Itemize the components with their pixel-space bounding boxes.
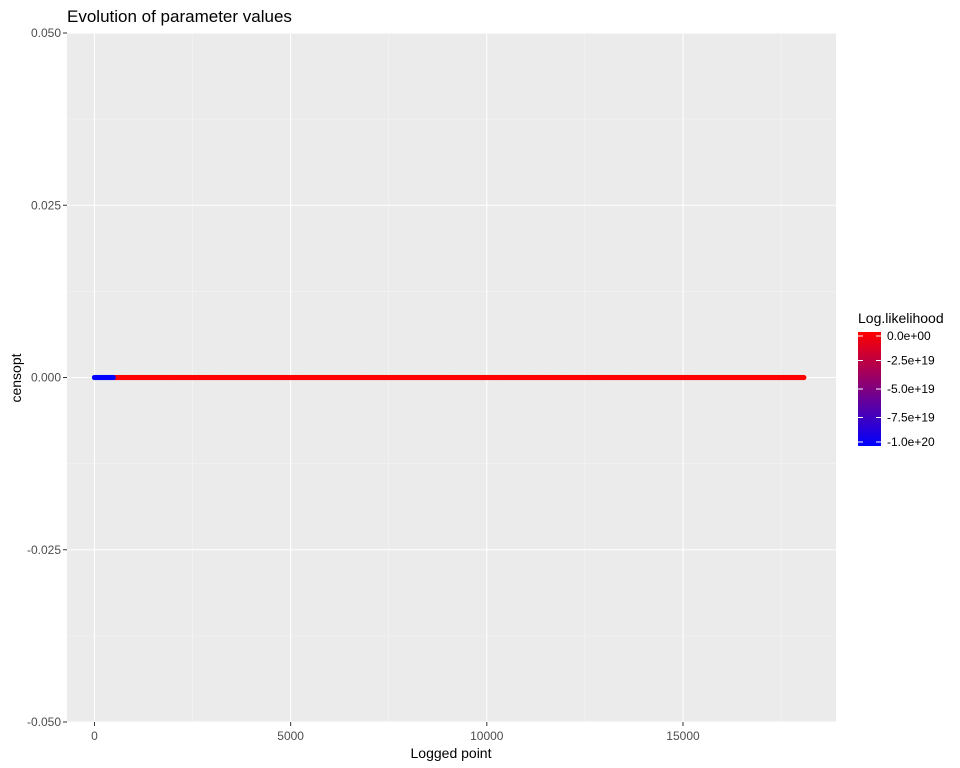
data-point	[110, 374, 116, 381]
y-tick-label: 0.025	[31, 198, 61, 212]
legend-label: -5.0e+19	[887, 382, 935, 396]
legend-title: Log.likelihood	[858, 310, 944, 326]
legend-label: -1.0e+20	[887, 435, 935, 449]
data-point	[801, 374, 807, 381]
data-points	[91, 374, 807, 381]
legend-label: -2.5e+19	[887, 354, 935, 368]
chart-title: Evolution of parameter values	[67, 7, 292, 26]
x-tick-label: 10000	[470, 729, 504, 743]
x-tick-label: 0	[91, 729, 98, 743]
y-tick-label: -0.050	[27, 715, 61, 729]
x-tick-label: 5000	[277, 729, 304, 743]
x-axis-ticks: 0 5000 10000 15000	[91, 722, 700, 743]
legend-ticks: 0.0e+00 -2.5e+19 -5.0e+19 -7.5e+19 -1.0e+20	[858, 329, 935, 449]
y-tick-label: 0.050	[31, 26, 61, 40]
y-tick-label: -0.025	[27, 543, 61, 557]
legend: Log.likelihood 0.0e+00 -2.5e+19 -5.0e+19 -7…	[858, 310, 944, 449]
x-axis-title: Logged point	[411, 745, 492, 761]
legend-label: 0.0e+00	[887, 329, 931, 343]
legend-colorbar	[858, 332, 881, 446]
y-tick-label: 0.000	[31, 371, 61, 385]
y-axis-ticks: -0.050 -0.025 0.000 0.025 0.050	[27, 26, 67, 729]
legend-label: -7.5e+19	[887, 411, 935, 425]
y-axis-title: censopt	[8, 353, 24, 402]
x-tick-label: 15000	[666, 729, 700, 743]
